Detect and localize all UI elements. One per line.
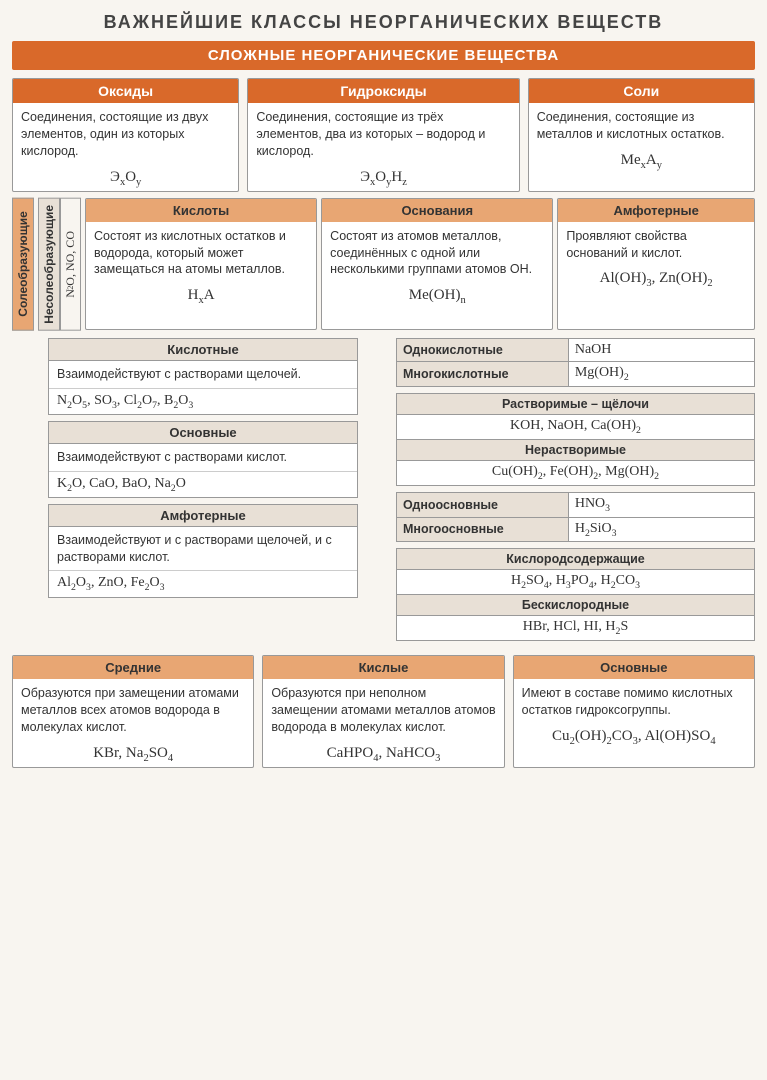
main-banner: СЛОЖНЫЕ НЕОРГАНИЧЕСКИЕ ВЕЩЕСТВА <box>12 41 755 70</box>
cell: Многокислотные <box>397 362 569 387</box>
desc: Взаимодействуют и с растворами щелочей, … <box>49 527 357 570</box>
desc: Соединения, состоящие из трёх элементов,… <box>248 103 518 166</box>
hdr: Основные <box>514 656 754 679</box>
hdr: Амфотерные <box>49 505 357 527</box>
right-col: ОднокислотныеNaOH МногокислотныеMg(OH)2 … <box>396 338 755 647</box>
desc: Состоят из кислотных остатков и водорода… <box>86 222 316 285</box>
cell: Многоосновные <box>397 517 569 542</box>
main-title: ВАЖНЕЙШИЕ КЛАССЫ НЕОРГАНИЧЕСКИХ ВЕЩЕСТВ <box>12 12 755 33</box>
cell: Бескислородные <box>397 595 755 616</box>
mid-section: Кислотные Взаимодействуют с растворами щ… <box>12 338 755 647</box>
top-row: Оксиды Соединения, состоящие из двух эле… <box>12 78 755 192</box>
box-basic-ox: Основные Взаимодействуют с растворами ки… <box>48 421 358 498</box>
hdr: Кислотные <box>49 339 357 361</box>
formula: CaHPO4, NaHCO3 <box>263 742 503 767</box>
desc: Соединения, состоящие из металлов и кисл… <box>529 103 754 149</box>
desc: Состоят из атомов металлов, соединённых … <box>322 222 552 285</box>
formula: N2O5, SO3, Cl2O7, B2O3 <box>49 388 357 415</box>
cell: Mg(OH)2 <box>568 362 754 387</box>
hdr: Кислоты <box>86 199 316 222</box>
vert-salt-forming: Солеобразующие <box>12 198 34 331</box>
desc: Образуются при неполном замещении атомам… <box>263 679 503 742</box>
box-salts: Соли Соединения, состоящие из металлов и… <box>528 78 755 192</box>
cell: Растворимые – щёлочи <box>397 394 755 415</box>
box-amphoteric-h: Амфотерные Проявляют свойства оснований … <box>557 198 755 331</box>
vert-non-salt-formula: N2O, NO, CO <box>60 198 81 331</box>
box-salt-basic: Основные Имеют в составе помимо кислотны… <box>513 655 755 768</box>
formula: K2O, CaO, BaO, Na2O <box>49 471 357 498</box>
desc: Проявляют свойства оснований и кислот. <box>558 222 754 268</box>
hdr: Оксиды <box>13 79 238 103</box>
table-base-acidity: ОднокислотныеNaOH МногокислотныеMg(OH)2 <box>396 338 755 387</box>
formula: HxA <box>86 284 316 309</box>
cell: Одноосновные <box>397 492 569 517</box>
box-bases: Основания Состоят из атомов металлов, со… <box>321 198 553 331</box>
cell: H2SiO3 <box>568 517 754 542</box>
formula: Cu2(OH)2CO3, Al(OH)SO4 <box>514 725 754 750</box>
cell: Однокислотные <box>397 339 569 362</box>
table-acid-basicity: ОдноосновныеHNO3 МногоосновныеH2SiO3 <box>396 492 755 543</box>
hdr: Амфотерные <box>558 199 754 222</box>
hdr: Соли <box>529 79 754 103</box>
formula: ЭxOyHz <box>248 166 518 191</box>
cell: HNO3 <box>568 492 754 517</box>
formula: ЭxOy <box>13 166 238 191</box>
box-acids: Кислоты Состоят из кислотных остатков и … <box>85 198 317 331</box>
salts-row: Средние Образуются при замещении атомами… <box>12 655 755 768</box>
formula: MexAy <box>529 149 754 174</box>
oxide-types-col: Кислотные Взаимодействуют с растворами щ… <box>48 338 358 647</box>
cell: NaOH <box>568 339 754 362</box>
cell: H2SO4, H3PO4, H2CO3 <box>397 570 755 595</box>
hdr: Кислые <box>263 656 503 679</box>
formula: KBr, Na2SO4 <box>13 742 253 767</box>
desc: Взаимодействуют с растворами кислот. <box>49 444 357 470</box>
desc: Образуются при замещении атомами металло… <box>13 679 253 742</box>
table-acid-oxygen: Кислородсодержащие H2SO4, H3PO4, H2CO3 Б… <box>396 548 755 641</box>
formula: Al(OH)3, Zn(OH)2 <box>558 267 754 292</box>
formula: Al2O3, ZnO, Fe2O3 <box>49 570 357 597</box>
desc: Соединения, состоящие из двух элементов,… <box>13 103 238 166</box>
box-oxides: Оксиды Соединения, состоящие из двух эле… <box>12 78 239 192</box>
hdr: Основания <box>322 199 552 222</box>
formula: Me(OH)n <box>322 284 552 309</box>
vert-non-salt: Несолеобразующие <box>38 198 60 331</box>
box-amphoteric-ox: Амфотерные Взаимодействуют и с растворам… <box>48 504 358 597</box>
desc: Взаимодействуют с растворами щелочей. <box>49 361 357 387</box>
hdr: Средние <box>13 656 253 679</box>
hdr: Гидроксиды <box>248 79 518 103</box>
cell: Нерастворимые <box>397 439 755 460</box>
cell: HBr, HCl, HI, H2S <box>397 616 755 641</box>
box-salt-medium: Средние Образуются при замещении атомами… <box>12 655 254 768</box>
hdr: Основные <box>49 422 357 444</box>
box-salt-acidic: Кислые Образуются при неполном замещении… <box>262 655 504 768</box>
desc: Имеют в составе помимо кислотных остатко… <box>514 679 754 725</box>
box-hydroxides: Гидроксиды Соединения, состоящие из трёх… <box>247 78 519 192</box>
cell: KOH, NaOH, Ca(OH)2 <box>397 415 755 440</box>
cell: Кислородсодержащие <box>397 549 755 570</box>
table-base-solubility: Растворимые – щёлочи KOH, NaOH, Ca(OH)2 … <box>396 393 755 486</box>
hydroxide-row: Солеобразующие Несолеобразующие N2O, NO,… <box>12 198 755 331</box>
box-acidic-ox: Кислотные Взаимодействуют с растворами щ… <box>48 338 358 415</box>
cell: Cu(OH)2, Fe(OH)2, Mg(OH)2 <box>397 460 755 485</box>
